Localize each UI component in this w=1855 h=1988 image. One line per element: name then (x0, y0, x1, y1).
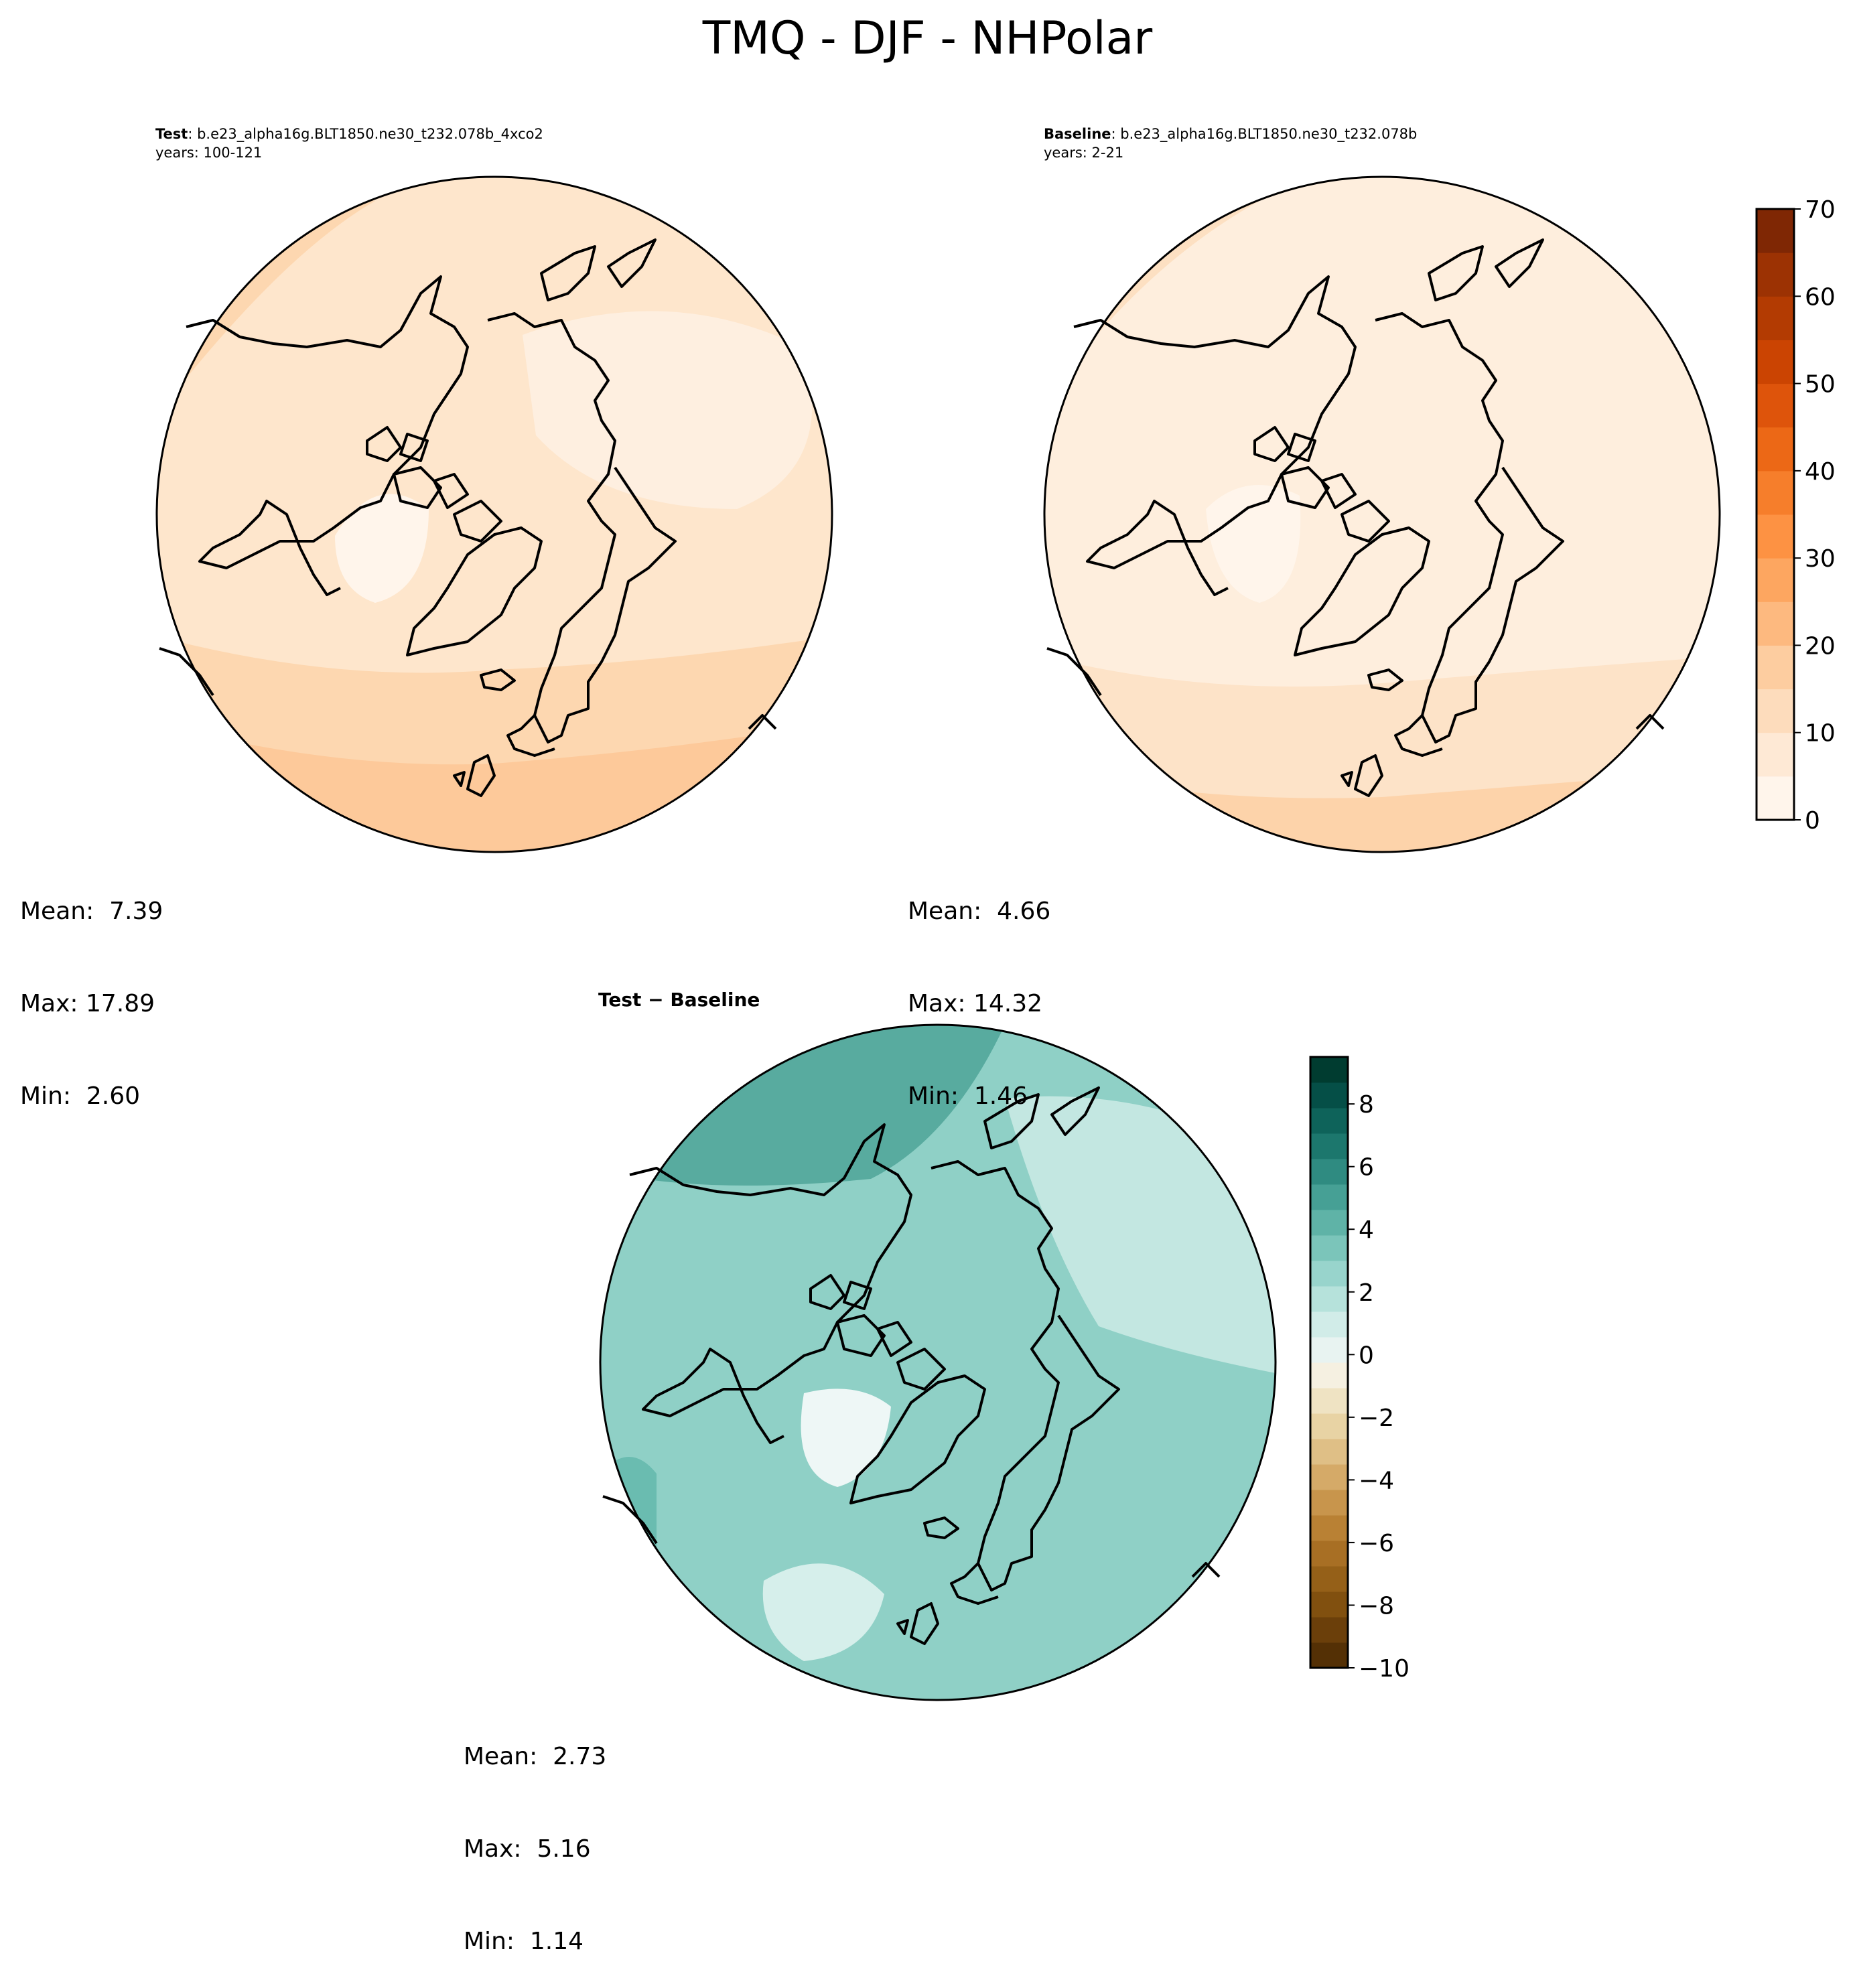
diff-colorbar-segment (1310, 1286, 1348, 1312)
diff-band-greenland (801, 1389, 891, 1487)
baseline-min: Min: 1.46 (908, 1082, 1028, 1110)
baseline-mean: Mean: 4.66 (908, 898, 1051, 925)
diff-colorbar-tick-label: 8 (1359, 1091, 1374, 1119)
diff-colorbar-segment (1310, 1464, 1348, 1490)
diff-panel-title: Test − Baseline (598, 989, 760, 1011)
baseline-colorbar-segment (1757, 383, 1794, 428)
test-mean: Mean: 7.39 (20, 898, 163, 925)
diff-colorbar-segment (1310, 1184, 1348, 1210)
diff-mean: Mean: 2.73 (464, 1743, 607, 1770)
diff-colorbar-tick-label: 6 (1359, 1154, 1374, 1182)
baseline-years: years: 2-21 (1044, 145, 1124, 161)
diff-colorbar-segment (1310, 1337, 1348, 1363)
diff-colorbar-segment (1310, 1082, 1348, 1109)
diff-band-atlantic (762, 1563, 884, 1661)
test-years: years: 100-121 (155, 145, 263, 161)
baseline-colorbar-segment (1757, 732, 1794, 777)
baseline-colorbar-segment (1757, 601, 1794, 646)
diff-colorbar-segment (1310, 1108, 1348, 1134)
diff-colorbar-segment (1310, 1311, 1348, 1338)
diff-colorbar-tick-label: −4 (1359, 1467, 1394, 1494)
baseline-max: Max: 14.32 (908, 990, 1043, 1017)
diff-colorbar-segment (1310, 1541, 1348, 1567)
baseline-map (1043, 175, 1721, 853)
diff-colorbar-segment (1310, 1490, 1348, 1516)
figure-title: TMQ - DJF - NHPolar (702, 12, 1153, 65)
diff-colorbar-segment (1310, 1057, 1348, 1083)
diff-colorbar-segment (1310, 1591, 1348, 1618)
diff-max: Max: 5.16 (464, 1835, 591, 1863)
diff-colorbar-tick-label: −6 (1359, 1530, 1394, 1557)
baseline-colorbar-tick-label: 10 (1805, 720, 1836, 748)
diff-min: Min: 1.14 (464, 1928, 584, 1955)
diff-stats: Mean: 2.73 Max: 5.16 Min: 1.14 (464, 1680, 606, 1988)
figure-canvas: 0 10 20 30 40 50 60 70 −10 −8 −6 −4 −2 0 2 4 6 8 (155, 175, 1836, 1701)
diff-colorbar-tick-label: −8 (1359, 1592, 1394, 1620)
baseline-colorbar-segment (1757, 209, 1794, 253)
baseline-label: Baseline (1044, 126, 1111, 142)
diff-band-west (600, 1457, 657, 1700)
baseline-map-boundary (1043, 175, 1721, 853)
baseline-colorbar-segment (1757, 296, 1794, 340)
diff-colorbar-tick-label: 0 (1359, 1342, 1374, 1369)
diff-colorbar-segment (1310, 1566, 1348, 1592)
diff-colorbar-tick-label: 4 (1359, 1216, 1374, 1244)
diff-band-east (1005, 1096, 1276, 1373)
diff-colorbar-segment (1310, 1261, 1348, 1287)
diff-colorbar-segment (1310, 1413, 1348, 1439)
baseline-colorbar-segment (1757, 558, 1794, 602)
baseline-colorbar-segment (1757, 427, 1794, 472)
test-min: Min: 2.60 (20, 1082, 141, 1110)
diff-colorbar: −10 −8 −6 −4 −2 0 2 4 6 8 (1309, 1056, 1410, 1683)
baseline-colorbar-tick-label: 60 (1805, 283, 1836, 311)
diff-colorbar-segment (1310, 1133, 1348, 1159)
baseline-stats: Mean: 4.66 Max: 14.32 Min: 1.46 (908, 835, 1050, 1143)
diff-colorbar-tick-label: −10 (1359, 1655, 1410, 1683)
test-panel-title: Test: b.e23_alpha16g.BLT1850.ne30_t232.0… (155, 125, 543, 162)
baseline-colorbar: 0 10 20 30 40 50 60 70 (1755, 196, 1836, 835)
baseline-colorbar-frame (1755, 208, 1795, 821)
diff-colorbar-tick-label: −2 (1359, 1405, 1394, 1432)
diff-colorbar-segment (1310, 1515, 1348, 1541)
diff-colorbar-segment (1310, 1617, 1348, 1643)
diff-colorbar-segment (1310, 1439, 1348, 1465)
baseline-colorbar-tick-label: 50 (1805, 371, 1836, 399)
baseline-colorbar-segment (1757, 645, 1794, 690)
baseline-colorbar-segment (1757, 470, 1794, 515)
test-map-boundary (155, 175, 833, 853)
test-label: Test (155, 126, 188, 142)
test-max: Max: 17.89 (20, 990, 155, 1017)
baseline-colorbar-segment (1757, 514, 1794, 559)
diff-colorbar-frame (1309, 1056, 1349, 1669)
diff-colorbar-segment (1310, 1159, 1348, 1185)
baseline-colorbar-segment (1757, 776, 1794, 821)
baseline-colorbar-tick-label: 0 (1805, 807, 1820, 835)
test-band-greenland (335, 494, 429, 603)
diff-colorbar-segment (1310, 1210, 1348, 1236)
diff-colorbar-segment (1310, 1362, 1348, 1389)
diff-map (599, 1023, 1277, 1701)
diff-colorbar-tick-label: 2 (1359, 1279, 1374, 1307)
baseline-panel-title: Baseline: b.e23_alpha16g.BLT1850.ne30_t2… (1044, 125, 1417, 162)
diff-map-boundary (599, 1023, 1277, 1701)
baseline-case-name: : b.e23_alpha16g.BLT1850.ne30_t232.078b (1111, 126, 1418, 142)
baseline-colorbar-tick-label: 30 (1805, 545, 1836, 573)
diff-colorbar-segment (1310, 1388, 1348, 1414)
baseline-colorbar-tick-label: 40 (1805, 458, 1836, 486)
test-stats: Mean: 7.39 Max: 17.89 Min: 2.60 (20, 835, 163, 1143)
baseline-colorbar-segment (1757, 340, 1794, 384)
diff-colorbar-segment (1310, 1642, 1348, 1668)
baseline-colorbar-segment (1757, 689, 1794, 733)
diff-colorbar-segment (1310, 1235, 1348, 1261)
baseline-colorbar-segment (1757, 253, 1794, 297)
baseline-band-greenland (1206, 485, 1301, 603)
test-case-name: : b.e23_alpha16g.BLT1850.ne30_t232.078b_… (188, 126, 543, 142)
test-map (155, 175, 833, 853)
baseline-colorbar-tick-label: 70 (1805, 196, 1836, 224)
baseline-colorbar-tick-label: 20 (1805, 632, 1836, 660)
